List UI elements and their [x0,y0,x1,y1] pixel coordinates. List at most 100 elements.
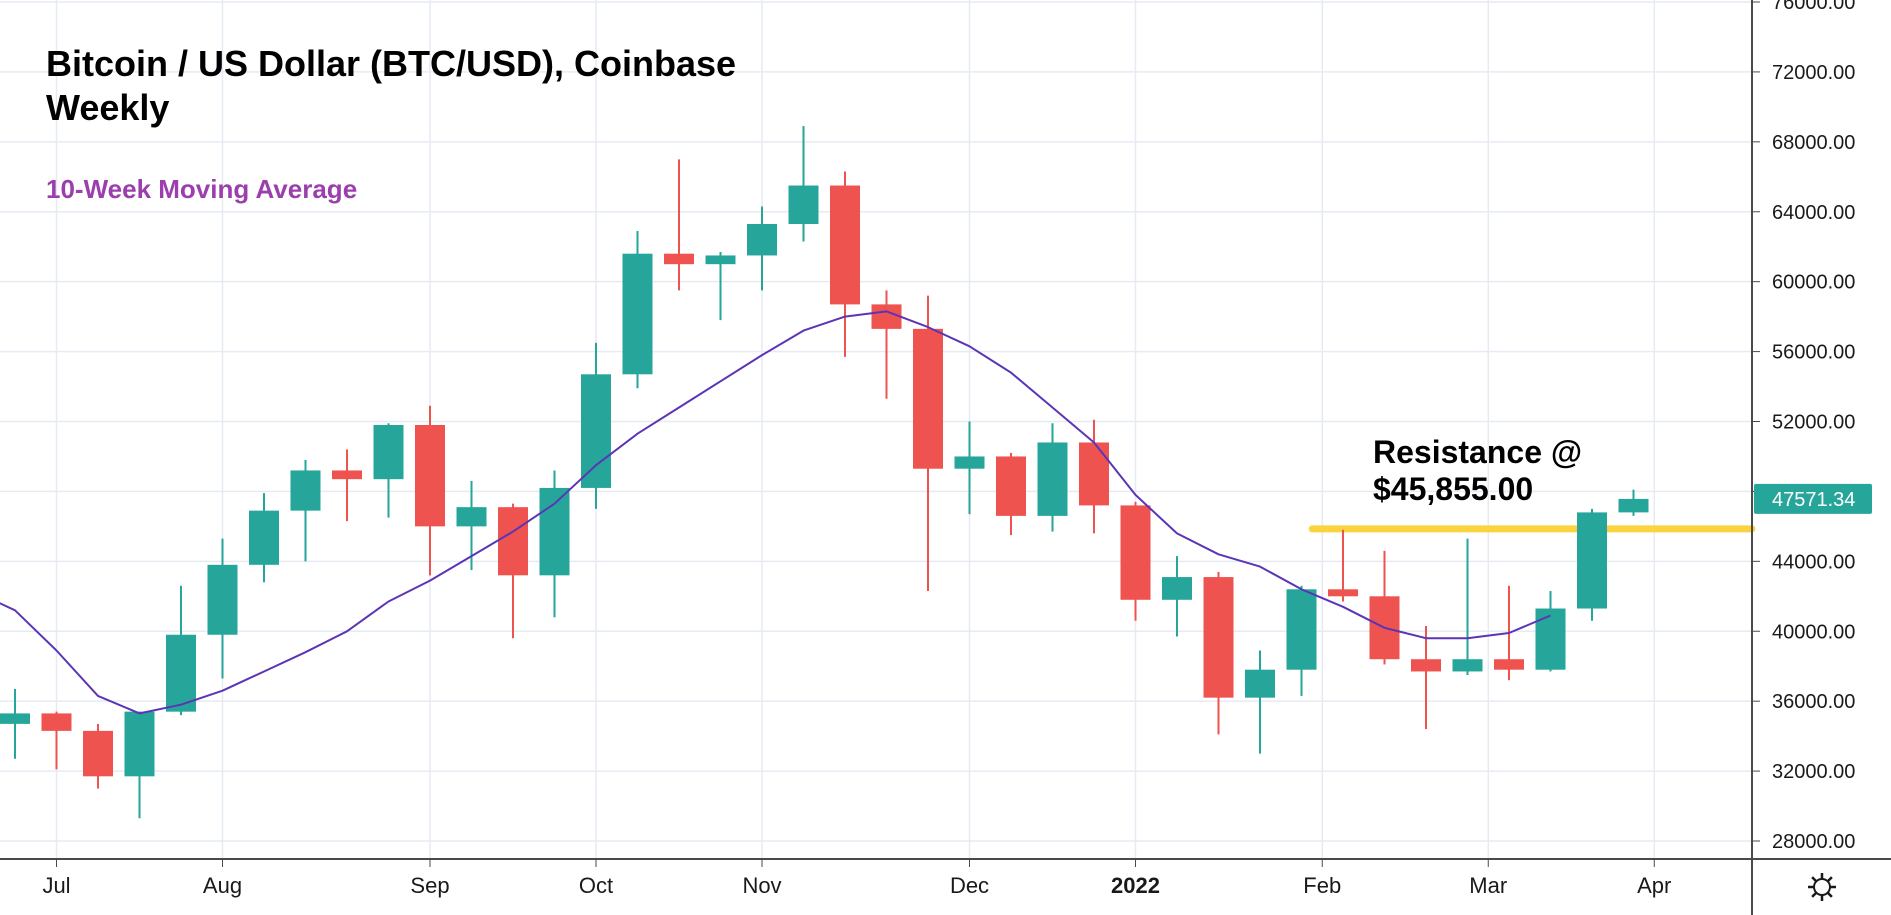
candle [622,230,653,389]
y-tick-label: 44000.00 [1772,551,1855,573]
candle [1162,556,1192,637]
last-price-label: 47571.34 [1772,489,1855,511]
x-tick-label: Jul [42,873,70,898]
candle-layer [0,126,1649,819]
candle-body [996,456,1026,516]
candle [954,421,985,515]
candle-body [1286,589,1317,670]
candle-body [1535,608,1566,670]
chart-title-line1: Bitcoin / US Dollar (BTC/USD), Coinbase [46,43,736,84]
candle-body [1328,589,1358,597]
candle [332,449,362,522]
candle [830,171,860,357]
candle [747,206,777,291]
last-price-tag-bg [1754,483,1872,514]
last-price-tag: 47571.34 [1754,483,1872,514]
candle [705,251,736,321]
candle [41,711,72,770]
candle-body [290,470,321,511]
candle [415,405,445,576]
y-tick-label: 40000.00 [1772,621,1855,643]
candle [1328,529,1358,602]
candle [124,711,155,819]
candle-body [41,713,72,731]
candle-body [830,185,860,305]
candle-body [871,304,902,329]
candle [1245,650,1275,754]
candle-body [415,424,445,527]
y-tick-label: 72000.00 [1772,62,1855,84]
candle-body [498,507,528,576]
candle [788,126,819,242]
candle-body [249,510,279,565]
candle [0,688,30,759]
y-tick-label: 52000.00 [1772,412,1855,434]
candle-body [622,253,653,375]
candle-body [83,730,113,777]
y-tick-label: 56000.00 [1772,342,1855,364]
candle-body [124,711,155,777]
candle-body [581,374,611,488]
candle-body [1245,669,1275,698]
candle-body [207,564,238,635]
candle [498,503,528,639]
candle [166,585,196,716]
candle-body [1203,577,1234,698]
candle [83,723,113,789]
candle [207,538,238,679]
candle-body [0,713,30,724]
candle [1203,571,1234,735]
gear-ring [1813,878,1831,896]
x-tick-label: 2022 [1111,873,1160,898]
candle-body [954,456,985,469]
x-tick-label: Aug [203,873,242,898]
x-tick-label: Dec [950,873,989,898]
candle [1120,501,1151,621]
y-tick-label: 36000.00 [1772,691,1855,713]
candle [1452,538,1483,675]
candle-body [373,424,404,480]
gear-icon[interactable] [1808,873,1836,901]
candle [913,295,943,592]
y-tick-label: 76000.00 [1772,0,1855,14]
candle-body [1411,659,1441,672]
candle [1037,423,1068,532]
candle-body [1452,659,1483,672]
candle [290,459,321,562]
resistance-label-line1: Resistance @ [1373,434,1582,470]
x-tick-label: Sep [410,873,449,898]
x-tick-label: Oct [579,873,613,898]
gear-teeth [1808,873,1836,901]
y-tick-label: 60000.00 [1772,272,1855,294]
ma-legend-label: 10-Week Moving Average [46,174,357,204]
candle-body [1577,512,1607,609]
chart-title-line2: Weekly [46,87,169,128]
candle-body [705,255,736,265]
candle [871,290,902,399]
candle-body [332,470,362,480]
y-tick-label: 32000.00 [1772,761,1855,783]
candle-body [664,253,694,265]
ma-line [0,310,1551,715]
candle-body [1120,505,1151,600]
candle [1577,508,1607,621]
y-tick-label: 28000.00 [1772,831,1855,853]
candle [373,423,404,518]
candle-body [1079,442,1109,506]
x-tick-label: Apr [1637,873,1671,898]
candle-body [1162,577,1192,600]
candle [1286,585,1317,696]
resistance-label-line2: $45,855.00 [1373,471,1533,507]
candle-body [1037,442,1068,516]
candle [996,452,1026,536]
candle-body [788,185,819,224]
x-tick-label: Nov [742,873,781,898]
candle [1618,489,1649,516]
candle [249,493,279,583]
candle-body [913,328,943,469]
candle [664,159,694,291]
